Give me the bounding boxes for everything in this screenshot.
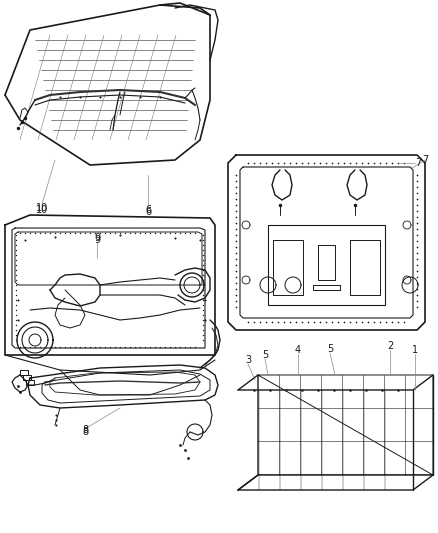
Text: 8: 8 bbox=[82, 427, 88, 437]
Text: 10: 10 bbox=[36, 203, 48, 213]
Text: 2: 2 bbox=[387, 341, 393, 351]
Text: 7: 7 bbox=[422, 155, 428, 165]
Text: 1: 1 bbox=[412, 345, 418, 355]
Text: 4: 4 bbox=[295, 345, 301, 355]
Text: 9: 9 bbox=[94, 235, 100, 245]
Text: 5: 5 bbox=[262, 350, 268, 360]
Text: 6: 6 bbox=[145, 207, 151, 217]
Text: 10: 10 bbox=[36, 205, 48, 215]
Text: 3: 3 bbox=[245, 355, 251, 365]
Text: 7: 7 bbox=[415, 158, 421, 168]
Text: 8: 8 bbox=[82, 425, 88, 435]
Text: 6: 6 bbox=[145, 205, 151, 215]
Text: 5: 5 bbox=[327, 344, 333, 354]
Text: 9: 9 bbox=[94, 233, 100, 243]
